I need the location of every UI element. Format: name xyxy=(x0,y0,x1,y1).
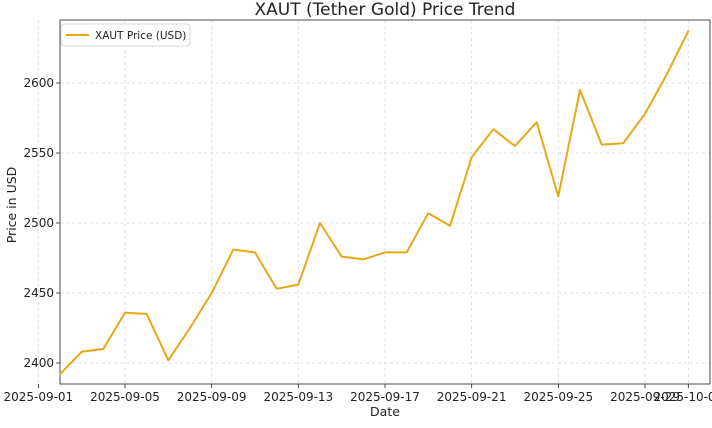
data-point xyxy=(362,258,364,260)
data-point xyxy=(449,225,451,227)
legend-entry-label: XAUT Price (USD) xyxy=(95,30,186,42)
data-point xyxy=(514,145,516,147)
y-tick-label: 2500 xyxy=(23,216,54,230)
data-point xyxy=(102,348,104,350)
data-point xyxy=(211,292,213,294)
data-point xyxy=(557,195,559,197)
series-layer xyxy=(59,30,690,376)
data-point xyxy=(59,373,61,375)
data-point xyxy=(601,144,603,146)
data-point xyxy=(471,156,473,158)
data-point xyxy=(319,222,321,224)
legend: XAUT Price (USD) xyxy=(60,23,191,47)
x-tick-label: 2025-10-01 xyxy=(653,390,712,404)
data-point xyxy=(579,89,581,91)
x-axis-title: Date xyxy=(370,404,400,419)
x-tick-label: 2025-09-29 xyxy=(610,390,680,404)
grid-lines xyxy=(37,20,710,384)
data-point xyxy=(81,351,83,353)
x-tick-label: 2025-09-21 xyxy=(437,390,507,404)
y-axis-title: Price in USD xyxy=(4,167,19,244)
data-point xyxy=(232,249,234,251)
y-tick-label: 2400 xyxy=(23,356,54,370)
data-point xyxy=(167,359,169,361)
data-point xyxy=(341,256,343,258)
data-point xyxy=(189,327,191,329)
series-line-xaut-price xyxy=(59,30,690,376)
data-point xyxy=(124,312,126,314)
data-point xyxy=(644,113,646,115)
data-point xyxy=(427,212,429,214)
data-point xyxy=(492,128,494,130)
data-point xyxy=(297,284,299,286)
x-tick-label: 2025-09-25 xyxy=(523,390,593,404)
data-point xyxy=(406,251,408,253)
x-tick-label: 2025-09-13 xyxy=(263,390,333,404)
x-tick-label: 2025-09-01 xyxy=(3,390,73,404)
data-point xyxy=(146,313,148,315)
x-tick-label: 2025-09-17 xyxy=(350,390,420,404)
axis-ticks: 2400 2450 2500 2550 2600 2025-09-01 2025-09-05… xyxy=(3,76,712,404)
data-point xyxy=(384,251,386,253)
chart-title: XAUT (Tether Gold) Price Trend xyxy=(255,0,516,20)
y-tick-label: 2600 xyxy=(23,76,54,90)
legend-box xyxy=(60,23,191,47)
data-point xyxy=(276,288,278,290)
data-point xyxy=(254,251,256,253)
data-point xyxy=(536,121,538,123)
x-tick-label: 2025-09-09 xyxy=(177,390,247,404)
data-point xyxy=(622,142,624,144)
y-tick-label: 2550 xyxy=(23,146,54,160)
data-point xyxy=(666,74,668,76)
x-tick-label: 2025-09-05 xyxy=(90,390,160,404)
y-tick-label: 2450 xyxy=(23,286,54,300)
data-point xyxy=(687,30,689,32)
